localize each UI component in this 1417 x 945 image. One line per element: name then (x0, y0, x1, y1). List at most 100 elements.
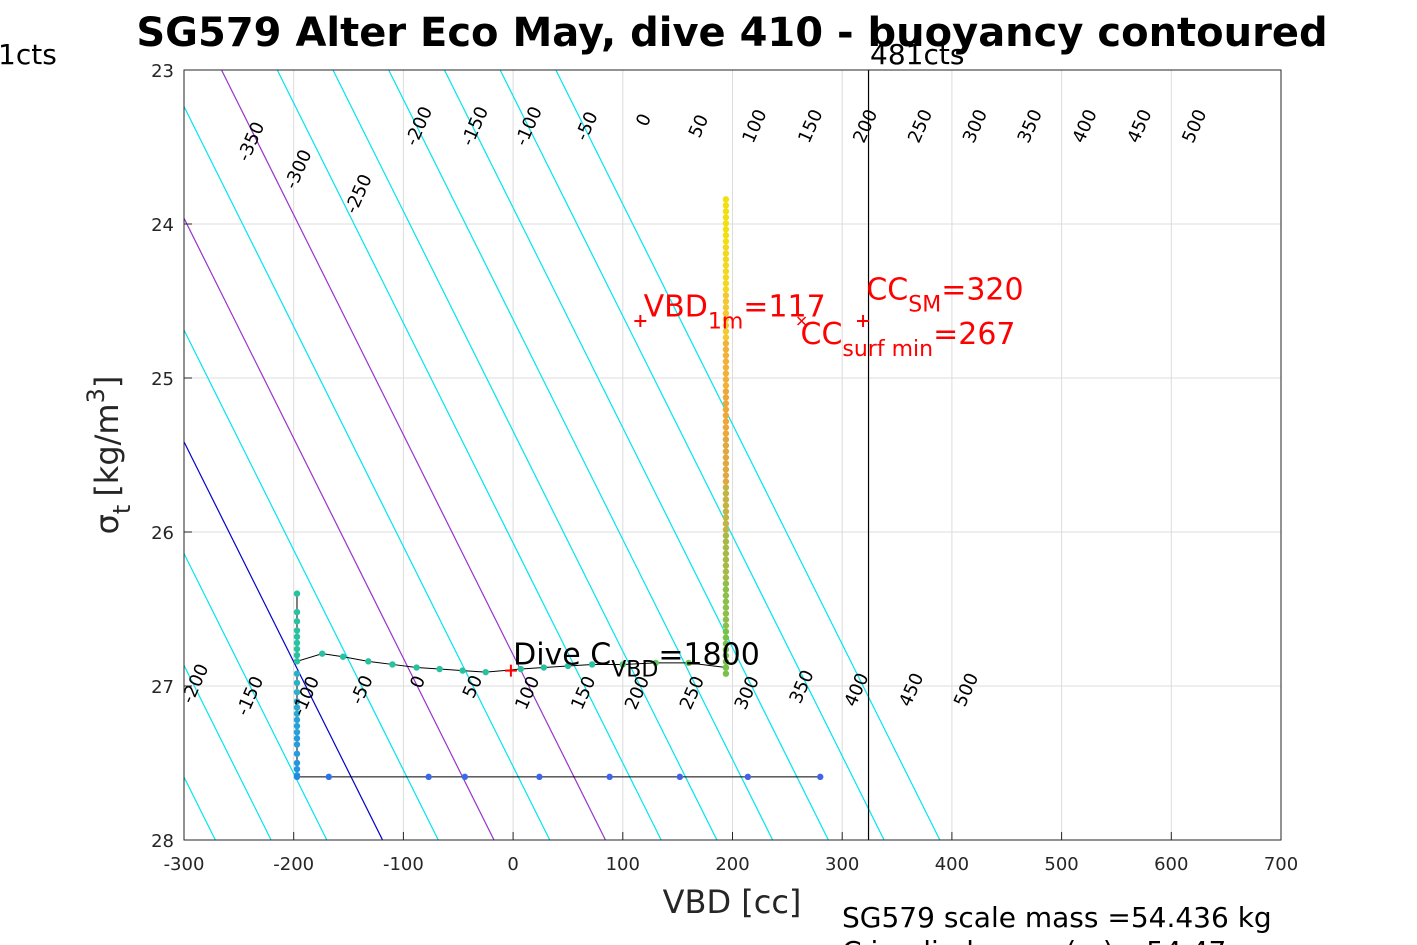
x-axis-label: VBD [cc] (663, 883, 802, 921)
vbd-1m-value: =117 (743, 289, 825, 324)
series-2-point-10 (293, 741, 301, 748)
cc-sm-value: =320 (941, 272, 1023, 307)
cc-surf-sub: surf min (842, 337, 933, 362)
series-1-point-8 (722, 244, 730, 251)
series-2-point-5 (293, 710, 301, 717)
y-tick-label-23: 23 (151, 61, 174, 82)
series-3-point-5 (606, 773, 613, 781)
x-tick-label--200: -200 (273, 854, 314, 875)
contour--100 (184, 663, 272, 840)
x-axis-ticks: -300 -200 -100 0 100 200 300 400 500 600 700 (164, 832, 1298, 875)
series-1-point-2 (722, 208, 730, 215)
series-0-point-9 (319, 650, 326, 657)
series-1-point-73 (722, 634, 730, 641)
dive-prefix: Dive C (513, 637, 611, 672)
series-1-point-51 (722, 502, 730, 509)
y-axis-label: σt [kg/m3] (82, 376, 136, 535)
contour-50 (184, 328, 439, 840)
series-0-point-1 (293, 608, 301, 616)
series-1-point-21 (722, 322, 730, 329)
series-1-point-78 (722, 664, 730, 671)
series-1-point-72 (722, 628, 730, 635)
series-1-point-74 (722, 640, 730, 647)
contour-100 (184, 216, 495, 840)
x-tick-label--300: -300 (164, 854, 205, 875)
y-tick-label-28: 28 (151, 831, 174, 852)
marker-2 (857, 315, 870, 328)
series-1-point-16 (722, 292, 730, 299)
series-1-point-15 (722, 286, 730, 293)
series-1-point-63 (722, 574, 730, 581)
series-3-point-0 (293, 773, 301, 781)
series-1-point-67 (722, 598, 730, 605)
left-cts-label: 1cts (0, 38, 57, 71)
series-1-point-40 (722, 436, 730, 443)
series-2-point-7 (293, 722, 301, 730)
contour--300 (0, 70, 48, 840)
y-label-sup: 3 (82, 388, 110, 403)
series-2-point-9 (293, 735, 301, 742)
series-0-point-23 (685, 659, 692, 667)
series-1-point-41 (722, 442, 730, 449)
y-tick-label-25: 25 (151, 369, 174, 390)
series-3-point-2 (425, 773, 432, 781)
series-1-point-3 (722, 214, 730, 221)
series-1-point-10 (722, 256, 730, 263)
series-1-point-45 (722, 466, 730, 473)
contour-150 (184, 105, 551, 840)
series-2-point-11 (293, 750, 301, 757)
y-label-base: σ (88, 514, 126, 534)
contour-300 (332, 70, 718, 840)
series-1-point-57 (722, 538, 730, 545)
vbd-1m-prefix: VBD (644, 289, 708, 324)
series-1-point-69 (722, 610, 730, 617)
series-1-point-23 (722, 334, 730, 341)
series-0-point-12 (389, 661, 396, 668)
contour-0 (184, 440, 384, 840)
series-1-point-68 (722, 604, 730, 611)
series-1-point-32 (722, 388, 730, 395)
markers (504, 315, 870, 677)
series-1-point-62 (722, 568, 730, 575)
series-1-point-13 (722, 274, 730, 281)
series-1-point-5 (722, 226, 730, 233)
series-3-point-3 (461, 773, 469, 781)
series-1-point-50 (722, 496, 730, 503)
x-tick-label-300: 300 (825, 854, 859, 875)
series-1-point-54 (722, 520, 730, 527)
series-3-point-8 (817, 773, 824, 781)
series-1-point-59 (722, 550, 730, 557)
series-1-point-33 (722, 394, 730, 401)
series-1-point-76 (722, 652, 730, 659)
series-1-point-64 (722, 580, 730, 587)
series-1-point-39 (722, 430, 730, 437)
contour-200 (220, 70, 607, 840)
series-0-point-15 (459, 667, 466, 674)
series-0-point-18 (540, 664, 548, 671)
x-tick-label-700: 700 (1264, 854, 1298, 875)
y-tick-label-26: 26 (151, 523, 174, 544)
dive-cvbd-annotation: Dive CVBD=1800 (513, 637, 760, 682)
series-1-point-65 (722, 586, 730, 593)
series-2-point-0 (293, 670, 301, 677)
series-0-point-22 (652, 659, 659, 667)
cc-surf-value: =267 (933, 317, 1015, 352)
series-1-point-77 (722, 658, 730, 665)
series-1-point-12 (722, 268, 730, 275)
y-label-close: ] (88, 376, 126, 388)
y-label-unit: [kg/m (88, 403, 126, 496)
series-1-point-35 (722, 406, 730, 413)
contour--200 (0, 70, 160, 840)
series-0-point-4 (293, 633, 301, 640)
series-3-point-1 (325, 773, 333, 781)
series-0-point-0 (293, 590, 301, 597)
series-3-point-7 (744, 773, 752, 781)
x-tick-label--100: -100 (383, 854, 424, 875)
series-1-point-37 (722, 418, 730, 425)
series-1-point-53 (722, 514, 730, 521)
vbd-1m-annotation: VBD1m=117 (644, 289, 826, 334)
y-label-sub: t (108, 505, 136, 514)
series-0-point-7 (293, 652, 301, 659)
cc-sm-annotation: CCSM=320 (866, 272, 1023, 317)
series-0-point-8 (293, 658, 301, 665)
